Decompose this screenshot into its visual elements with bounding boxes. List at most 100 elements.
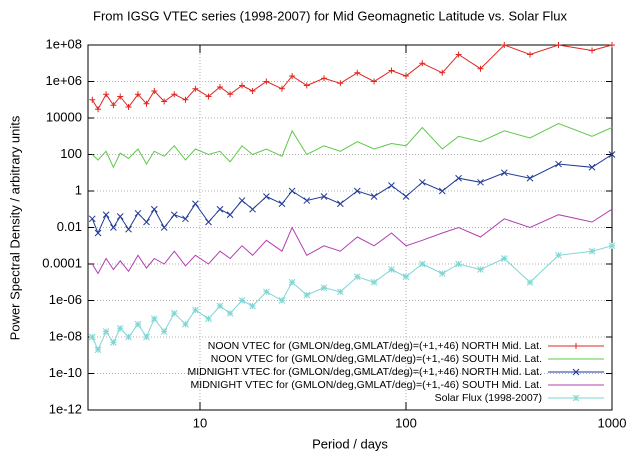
point-marker — [227, 91, 234, 98]
point-marker — [336, 200, 344, 208]
plot-frame — [87, 44, 613, 411]
point-marker — [94, 229, 102, 237]
point-marker — [110, 224, 117, 231]
point-marker — [89, 96, 96, 103]
series-line — [91, 245, 613, 352]
point-marker — [500, 169, 508, 177]
point-marker — [182, 320, 189, 328]
point-marker — [353, 273, 361, 281]
series-line — [91, 154, 613, 235]
point-marker — [143, 100, 150, 107]
x-axis-label: Period / days — [312, 436, 388, 451]
x-tick-label: 10 — [193, 415, 207, 430]
point-marker — [439, 69, 446, 76]
point-marker — [353, 187, 361, 195]
point-marker — [278, 85, 285, 92]
x-tick-label: 100 — [395, 415, 417, 430]
point-marker — [418, 260, 426, 268]
point-marker — [455, 51, 462, 58]
point-marker — [419, 60, 426, 67]
point-marker — [278, 200, 286, 208]
y-tick-label: 1e+06 — [45, 73, 82, 88]
point-marker — [161, 98, 168, 105]
point-marker — [418, 178, 426, 186]
point-marker — [143, 333, 150, 341]
point-marker — [337, 80, 344, 87]
point-marker — [320, 284, 328, 292]
point-marker — [588, 247, 596, 255]
point-marker — [402, 73, 409, 80]
point-marker — [95, 106, 102, 113]
point-marker — [263, 193, 270, 200]
point-marker — [205, 218, 212, 226]
point-marker — [205, 315, 212, 323]
point-marker — [143, 218, 150, 226]
point-marker — [117, 93, 124, 100]
point-marker — [527, 51, 534, 58]
point-marker — [371, 78, 378, 85]
point-marker — [216, 205, 224, 213]
legend-label: NOON VTEC for (GMLON/deg,GMLAT/deg)=(+1,… — [211, 353, 542, 365]
point-marker — [238, 297, 246, 304]
point-marker — [238, 197, 246, 204]
point-marker — [455, 260, 462, 268]
point-marker — [103, 91, 110, 98]
point-marker — [303, 291, 311, 299]
y-tick-label: 1e-12 — [49, 401, 82, 416]
point-marker — [88, 215, 96, 223]
point-marker — [477, 65, 484, 72]
y-tick-label: 1e-08 — [49, 328, 82, 343]
point-marker — [289, 73, 296, 80]
point-marker — [336, 288, 344, 296]
point-marker — [170, 211, 178, 219]
point-marker — [438, 187, 446, 195]
point-marker — [288, 278, 296, 286]
point-marker — [116, 324, 124, 332]
y-tick-label: 1e-06 — [49, 292, 82, 307]
point-marker — [239, 82, 246, 89]
point-marker — [205, 93, 212, 100]
point-marker — [288, 187, 296, 195]
point-marker — [151, 88, 158, 95]
point-marker — [125, 333, 132, 341]
legend-label: MIDNIGHT VTEC for (GMLON/deg,GMLAT/deg)=… — [191, 379, 542, 391]
point-marker — [354, 69, 361, 76]
point-marker — [555, 251, 562, 259]
point-marker — [477, 178, 484, 186]
point-marker — [555, 42, 562, 48]
legend-marker — [572, 394, 580, 402]
y-tick-label: 1e+08 — [45, 36, 82, 51]
y-tick-label: 1e-10 — [49, 365, 82, 380]
point-marker — [226, 211, 234, 219]
point-marker — [226, 309, 234, 317]
point-marker — [150, 315, 158, 323]
point-marker — [303, 82, 310, 89]
point-marker — [110, 102, 117, 109]
point-marker — [388, 266, 395, 273]
point-marker — [116, 213, 124, 220]
y-tick-label: 0.0001 — [42, 255, 82, 270]
point-marker — [588, 163, 596, 171]
point-marker — [500, 255, 508, 262]
point-marker — [321, 75, 328, 82]
point-marker — [182, 215, 189, 223]
point-marker — [134, 91, 141, 98]
point-marker — [608, 151, 616, 158]
point-marker — [263, 288, 270, 296]
y-axis-label: Power Spectral Density / arbitrary units — [7, 115, 22, 340]
point-marker — [102, 211, 110, 219]
y-tick-label: 10000 — [46, 109, 82, 124]
point-marker — [216, 302, 224, 310]
point-marker — [402, 193, 410, 200]
legend-label: Solar Flux (1998-2007) — [435, 392, 542, 404]
point-marker — [134, 320, 142, 328]
point-marker — [192, 306, 199, 314]
point-marker — [170, 309, 178, 317]
point-marker — [160, 224, 168, 231]
point-marker — [110, 339, 117, 346]
point-marker — [589, 47, 596, 54]
point-marker — [303, 197, 311, 204]
point-marker — [94, 346, 102, 354]
series-line — [91, 44, 613, 111]
